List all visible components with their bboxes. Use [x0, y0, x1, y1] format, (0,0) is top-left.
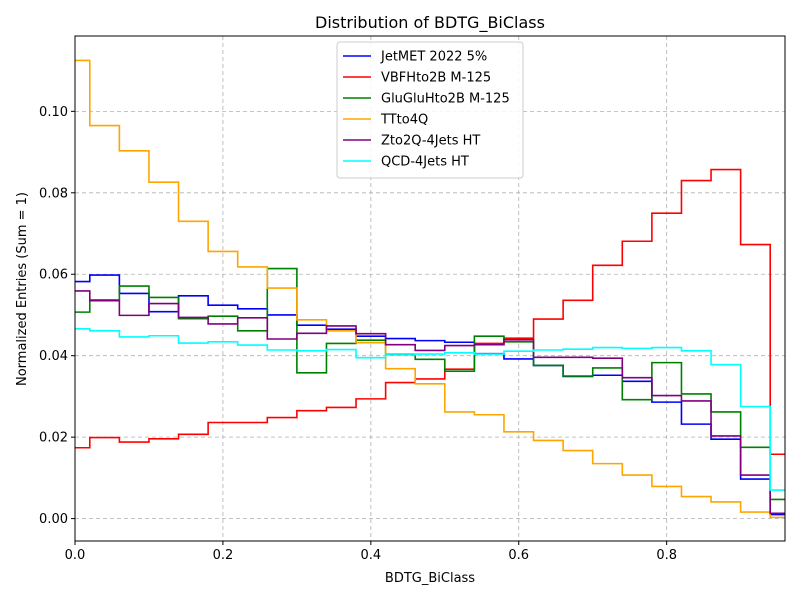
legend-label: JetMET 2022 5% [380, 50, 487, 65]
legend-label: VBFHto2B M-125 [381, 71, 491, 86]
series-line-0 [75, 274, 785, 516]
series-line-4 [75, 290, 785, 515]
y-tick-label: 0.04 [39, 349, 68, 364]
plot-frame [74, 35, 786, 542]
legend-label: TTto4Q [380, 113, 428, 128]
y-tick-label: 0.06 [39, 268, 68, 283]
x-axis-ticks: 0.0 0.2 0.4 0.6 0.8 [65, 541, 677, 563]
series-line-1 [75, 168, 785, 456]
chart-title: Distribution of BDTG_BiClass [315, 13, 545, 33]
y-axis-ticks: 0.00 0.02 0.04 0.06 0.08 0.10 [39, 105, 75, 527]
x-tick-label: 0.4 [360, 548, 381, 563]
x-tick-label: 0.0 [65, 548, 86, 563]
legend-label: Zto2Q-4Jets HT [381, 134, 480, 149]
series-line-3 [75, 59, 785, 519]
legend-box [336, 41, 524, 179]
y-tick-label: 0.10 [39, 105, 68, 120]
series-line-5 [75, 328, 785, 491]
y-tick-label: 0.02 [39, 431, 68, 446]
x-tick-label: 0.2 [213, 548, 234, 563]
x-axis-label: BDTG_BiClass [385, 571, 475, 586]
x-tick-label: 0.8 [656, 548, 677, 563]
y-tick-label: 0.00 [39, 512, 68, 527]
series-line-2 [75, 267, 785, 501]
legend-label: GluGluHto2B M-125 [381, 92, 510, 107]
legend: JetMET 2022 5% VBFHto2B M-125 GluGluHto2B … [336, 41, 524, 179]
x-tick-label: 0.6 [508, 548, 529, 563]
plot-area [75, 59, 785, 519]
y-tick-label: 0.08 [39, 186, 68, 201]
y-axis-label: Normalized Entries (Sum = 1) [15, 192, 30, 386]
legend-label: QCD-4Jets HT [381, 155, 469, 170]
